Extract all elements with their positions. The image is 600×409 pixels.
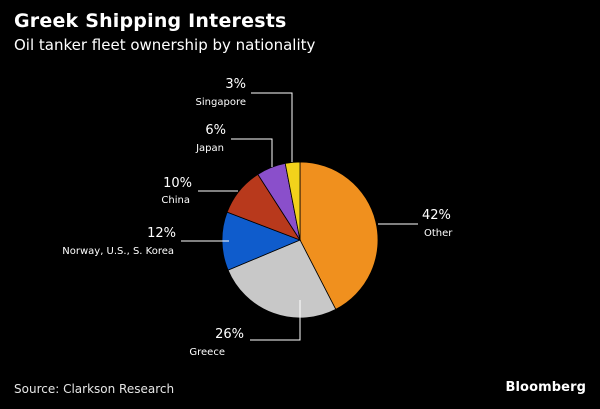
slice-value-greece: 26% bbox=[215, 327, 244, 342]
chart-subtitle: Oil tanker fleet ownership by nationalit… bbox=[14, 36, 316, 54]
leader-line-greece bbox=[250, 300, 301, 341]
leader-line-japan bbox=[231, 138, 273, 167]
pie-slice-singapore bbox=[284, 161, 301, 241]
slice-value-other: 42% bbox=[422, 208, 451, 223]
slice-labels: 42% Other 26% Greece 12% Norway, U.S., S. Kor… bbox=[62, 77, 453, 358]
slice-label-norway-u-s-s-korea: Norway, U.S., S. Korea bbox=[62, 246, 174, 257]
slice-label-japan: Japan bbox=[195, 143, 224, 154]
slice-label-greece: Greece bbox=[189, 347, 225, 358]
chart-title: Greek Shipping Interests bbox=[14, 10, 287, 32]
slice-value-china: 10% bbox=[163, 176, 192, 191]
slice-value-japan: 6% bbox=[205, 123, 226, 138]
pie-slices bbox=[221, 161, 379, 319]
pie-slice-greece bbox=[227, 239, 337, 319]
slice-label-singapore: Singapore bbox=[196, 97, 246, 108]
pie-slice-other bbox=[299, 161, 379, 310]
leader-lines bbox=[181, 92, 418, 341]
brand-logo: Bloomberg bbox=[505, 380, 586, 395]
slice-value-singapore: 3% bbox=[225, 77, 246, 92]
source-note: Source: Clarkson Research bbox=[14, 382, 175, 396]
slice-label-china: China bbox=[161, 195, 190, 206]
slice-label-other: Other bbox=[424, 228, 453, 239]
leader-line-singapore bbox=[251, 92, 293, 162]
slice-value-norway-u-s-s-korea: 12% bbox=[147, 226, 176, 241]
